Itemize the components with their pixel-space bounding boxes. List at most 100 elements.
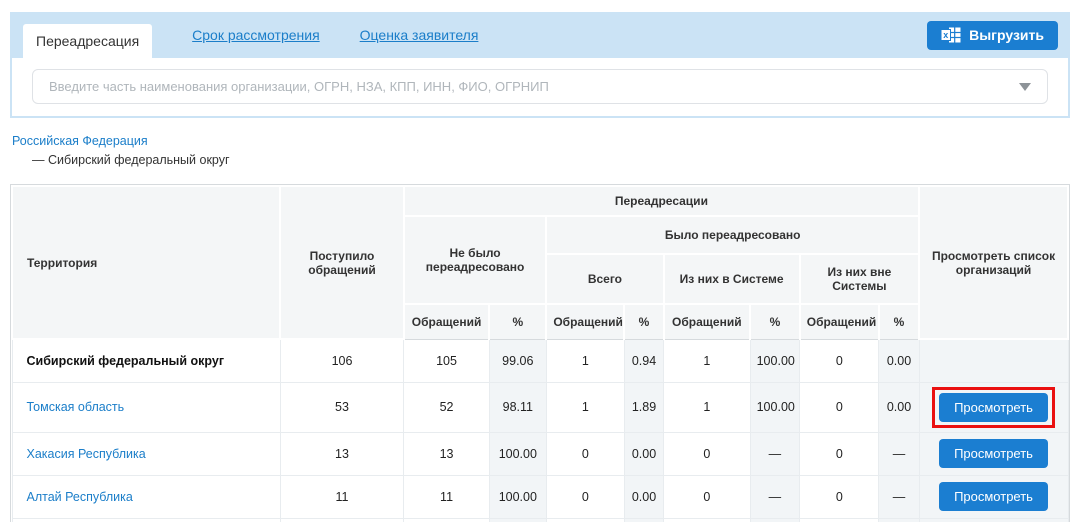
value-cell bbox=[878, 517, 920, 522]
annotation-highlight: Просмотреть bbox=[932, 386, 1055, 428]
value-cell bbox=[403, 517, 490, 522]
col-header-appeals: Обращений bbox=[402, 303, 491, 340]
dropdown-caret-icon[interactable] bbox=[1019, 82, 1031, 91]
col-header-out-system: Из них вне Системы bbox=[798, 253, 921, 305]
value-cell: 0 bbox=[663, 474, 751, 519]
col-header-territory: Территория bbox=[10, 185, 282, 340]
value-cell: 100.00 bbox=[488, 474, 547, 519]
value-cell: — bbox=[749, 431, 801, 476]
tab-bar: Переадресация Срок рассмотрения Оценка з… bbox=[10, 12, 1070, 58]
col-header-forwarded: Было переадресовано bbox=[545, 215, 921, 255]
col-header-total: Всего bbox=[545, 253, 665, 305]
value-cell: 1 bbox=[663, 381, 751, 433]
org-search-input[interactable] bbox=[49, 79, 1009, 94]
breadcrumb: Российская Федерация — Сибирский федерал… bbox=[12, 134, 1070, 167]
tab-srok-rassmotreniya[interactable]: Срок рассмотрения bbox=[192, 27, 320, 43]
value-cell: 0.00 bbox=[623, 474, 665, 519]
col-header-percent: % bbox=[623, 303, 665, 340]
value-cell: — bbox=[749, 474, 801, 519]
col-header-appeals: Обращений bbox=[798, 303, 880, 340]
col-header-percent: % bbox=[877, 303, 921, 340]
col-header-appeals: Обращений bbox=[662, 303, 752, 340]
svg-text:x: x bbox=[943, 30, 948, 40]
value-cell bbox=[545, 517, 625, 522]
tabs-panel: Переадресация Срок рассмотрения Оценка з… bbox=[10, 12, 1070, 118]
forwarding-table: Территория Поступило обращений Переадрес… bbox=[10, 184, 1070, 522]
value-cell: 0.00 bbox=[623, 431, 665, 476]
value-cell bbox=[749, 517, 801, 522]
value-cell: 52 bbox=[403, 381, 490, 433]
view-button-cell bbox=[918, 338, 1069, 383]
export-button-label: Выгрузить bbox=[969, 27, 1044, 43]
col-header-appeals: Обращений bbox=[545, 303, 626, 340]
breadcrumb-russia-link[interactable]: Российская Федерация bbox=[12, 134, 148, 148]
value-cell: 13 bbox=[279, 431, 405, 476]
territory-cell: Хакасия Республика bbox=[11, 431, 281, 476]
value-cell: 0 bbox=[663, 431, 751, 476]
table-row: Хакасия Республика 13 13 100.00 0 0.00 0—0— Про… bbox=[11, 431, 1069, 476]
value-cell: 106 bbox=[279, 338, 405, 383]
value-cell: 0.00 bbox=[878, 338, 920, 383]
view-button[interactable]: Просмотреть bbox=[939, 392, 1048, 422]
value-cell: 98.11 bbox=[488, 381, 547, 433]
value-cell: 0 bbox=[799, 431, 880, 476]
value-cell bbox=[918, 517, 1069, 522]
territory-cell: Алтай Республика bbox=[11, 474, 281, 519]
territory-link[interactable]: Алтай Республика bbox=[26, 489, 133, 504]
value-cell: 0 bbox=[799, 381, 880, 433]
value-cell: 1.89 bbox=[623, 381, 665, 433]
value-cell: — bbox=[878, 431, 920, 476]
value-cell bbox=[663, 517, 751, 522]
value-cell: 99.06 bbox=[488, 338, 547, 383]
view-button[interactable]: Просмотреть bbox=[939, 482, 1048, 511]
value-cell: 1 bbox=[545, 381, 625, 433]
org-search-combobox bbox=[32, 69, 1048, 104]
col-header-percent: % bbox=[749, 303, 801, 340]
value-cell: 100.00 bbox=[749, 338, 801, 383]
value-cell bbox=[623, 517, 665, 522]
value-cell: 1 bbox=[663, 338, 751, 383]
territory-cell bbox=[11, 517, 281, 522]
value-cell: 13 bbox=[403, 431, 490, 476]
value-cell: — bbox=[878, 474, 920, 519]
value-cell: 0 bbox=[545, 431, 625, 476]
excel-icon: x bbox=[940, 27, 961, 43]
table-row bbox=[11, 517, 1069, 522]
territory-cell: Томская область bbox=[11, 381, 281, 433]
value-cell bbox=[279, 517, 405, 522]
view-button-cell: Просмотреть bbox=[918, 381, 1069, 433]
breadcrumb-current-territory: — Сибирский федеральный округ bbox=[32, 153, 230, 167]
tab-panel-body bbox=[10, 58, 1070, 118]
value-cell: 11 bbox=[403, 474, 490, 519]
territory-link[interactable]: Томская область bbox=[26, 400, 125, 414]
territory-cell: Сибирский федеральный округ bbox=[11, 338, 281, 383]
value-cell: 0 bbox=[545, 474, 625, 519]
value-cell bbox=[488, 517, 547, 522]
view-button[interactable]: Просмотреть bbox=[939, 439, 1048, 468]
tab-pereadresaciya[interactable]: Переадресация bbox=[23, 24, 153, 58]
col-header-view-list: Просмотреть список организаций bbox=[918, 185, 1069, 340]
table-row: Сибирский федеральный округ 106 105 99.06 1 0… bbox=[11, 338, 1069, 383]
value-cell: 1 bbox=[545, 338, 625, 383]
export-button[interactable]: x Выгрузить bbox=[927, 20, 1058, 50]
tab-ocenka-zayavitelya[interactable]: Оценка заявителя bbox=[359, 27, 479, 43]
value-cell: 11 bbox=[279, 474, 405, 519]
view-button-cell: Просмотреть bbox=[918, 431, 1069, 476]
value-cell: 0 bbox=[799, 338, 880, 383]
value-cell: 0.00 bbox=[878, 381, 920, 433]
value-cell: 105 bbox=[403, 338, 490, 383]
table-row: Алтай Республика 11 11 100.00 0 0.00 0—0— Просм… bbox=[11, 474, 1069, 519]
value-cell: 100.00 bbox=[749, 381, 801, 433]
territory-link[interactable]: Хакасия Республика bbox=[26, 446, 146, 461]
value-cell: 53 bbox=[279, 381, 405, 433]
view-button-cell: Просмотреть bbox=[918, 474, 1069, 519]
col-header-in-system: Из них в Системе bbox=[662, 253, 801, 305]
col-header-not-forwarded: Не было переадресовано bbox=[402, 215, 548, 305]
col-header-forwarding: Переадресации bbox=[402, 185, 921, 217]
value-cell: 0 bbox=[799, 474, 880, 519]
value-cell: 0.94 bbox=[623, 338, 665, 383]
value-cell: 100.00 bbox=[488, 431, 547, 476]
value-cell bbox=[799, 517, 880, 522]
col-header-received: Поступило обращений bbox=[279, 185, 405, 340]
